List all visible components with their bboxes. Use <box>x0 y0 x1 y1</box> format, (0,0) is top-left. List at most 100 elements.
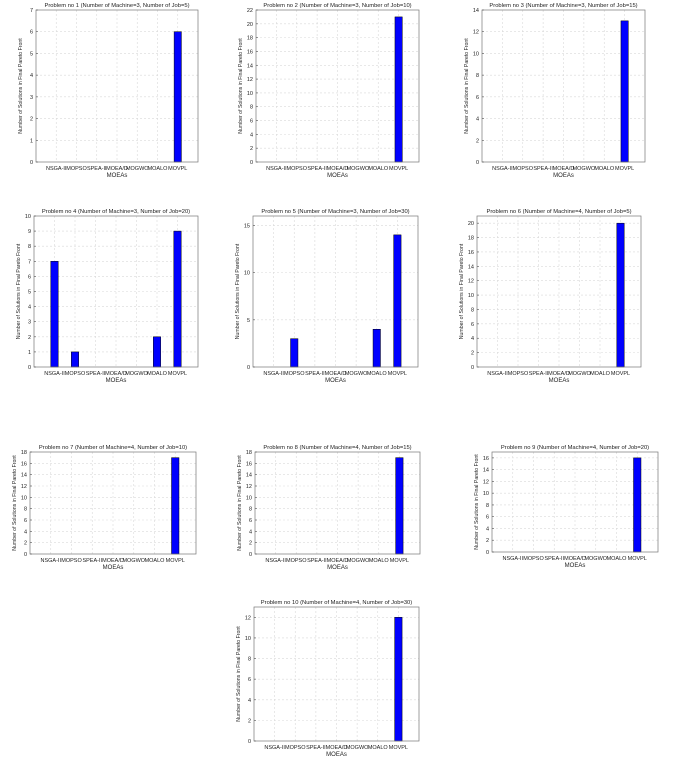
plot-frame <box>253 606 420 742</box>
plot-frame <box>35 9 199 163</box>
y-axis-label: Number of Solutions in Final Pareto Fron… <box>236 626 242 722</box>
y-tick-label: 4 <box>30 73 33 79</box>
x-tick-label: MOVPL <box>166 558 185 564</box>
x-tick-label: MOGWO <box>126 166 149 172</box>
y-tick-label: 2 <box>28 335 31 341</box>
y-tick-label: 14 <box>247 63 253 69</box>
y-tick-label: 12 <box>483 479 489 485</box>
y-tick-label: 14 <box>246 473 252 479</box>
y-tick-label: 6 <box>30 30 33 36</box>
x-tick-label: NSGA-II <box>46 166 67 172</box>
y-tick-label: 4 <box>250 132 253 138</box>
y-tick-label: 0 <box>471 365 474 371</box>
y-tick-label: 10 <box>483 491 489 497</box>
x-tick-label: SPEA-II <box>533 166 553 172</box>
y-tick-label: 0 <box>486 550 489 556</box>
y-tick-label: 4 <box>249 529 252 535</box>
y-tick-label: 12 <box>21 484 27 490</box>
bar-movpl <box>620 20 629 163</box>
y-tick-label: 1 <box>30 138 33 144</box>
y-tick-label: 2 <box>471 351 474 357</box>
y-tick-label: 8 <box>248 657 251 663</box>
y-tick-label: 0 <box>28 365 31 371</box>
x-tick-label: MOPSO <box>284 371 305 377</box>
x-tick-label: MOEA/D <box>106 166 128 172</box>
y-tick-label: 0 <box>24 552 27 558</box>
y-tick-label: 0 <box>476 160 479 166</box>
y-tick-label: 6 <box>471 322 474 328</box>
y-tick-label: 4 <box>248 698 251 704</box>
x-tick-label: MOALO <box>367 371 388 377</box>
y-tick-label: 6 <box>28 274 31 280</box>
y-tick-label: 0 <box>248 739 251 745</box>
x-tick-label: MOVPL <box>388 371 407 377</box>
y-tick-label: 6 <box>249 518 252 524</box>
y-tick-label: 10 <box>473 51 479 57</box>
x-tick-label: MOVPL <box>168 166 187 172</box>
chart-title: Problem no 2 (Number of Machine=3, Numbe… <box>263 3 411 9</box>
x-tick-label: MOPSO <box>65 371 86 377</box>
y-tick-label: 8 <box>471 307 474 313</box>
y-tick-label: 18 <box>468 236 474 242</box>
bar-movpl <box>171 457 180 555</box>
y-tick-label: 0 <box>250 160 253 166</box>
y-tick-label: 10 <box>246 495 252 501</box>
y-tick-label: 14 <box>473 8 479 14</box>
y-tick-label: 4 <box>24 529 27 535</box>
x-tick-label: SPEA-II <box>307 558 327 564</box>
y-tick-label: 10 <box>468 293 474 299</box>
bar-moalo <box>153 336 161 368</box>
x-axis-label: MOEAs <box>565 563 586 569</box>
y-tick-label: 4 <box>486 526 489 532</box>
x-tick-label: MOGWO <box>347 166 370 172</box>
x-tick-label: MOGWO <box>346 745 369 751</box>
y-tick-label: 5 <box>30 51 33 57</box>
y-tick-label: 5 <box>28 290 31 296</box>
y-axis-label: Number of Solutions in Final Pareto Fron… <box>238 38 244 134</box>
y-tick-label: 10 <box>245 636 251 642</box>
x-tick-label: NSGA-II <box>266 166 287 172</box>
x-axis-label: MOEAs <box>107 173 128 179</box>
x-tick-label: MOGWO <box>584 556 607 562</box>
chart-title: Problem no 3 (Number of Machine=3, Numbe… <box>489 3 637 9</box>
y-axis-label: Number of Solutions in Final Pareto Fron… <box>237 455 243 551</box>
x-axis-label: MOEAs <box>106 378 127 384</box>
y-tick-label: 2 <box>30 117 33 123</box>
y-tick-label: 12 <box>246 484 252 490</box>
x-tick-label: MOVPL <box>615 166 634 172</box>
y-tick-label: 0 <box>30 160 33 166</box>
y-tick-label: 16 <box>246 461 252 467</box>
y-axis-label: Number of Solutions in Final Pareto Fron… <box>464 38 470 134</box>
y-tick-label: 14 <box>483 468 489 474</box>
y-tick-label: 6 <box>24 518 27 524</box>
y-tick-label: 9 <box>28 229 31 235</box>
x-tick-label: MOGWO <box>345 371 368 377</box>
x-tick-label: NSGA-II <box>263 371 284 377</box>
x-tick-label: MOEA/D <box>325 371 347 377</box>
x-tick-label: MOALO <box>148 166 169 172</box>
y-tick-label: 2 <box>24 541 27 547</box>
y-axis-label: Number of Solutions in Final Pareto Fron… <box>459 243 465 339</box>
y-tick-label: 8 <box>476 73 479 79</box>
x-tick-label: MOVPL <box>168 371 187 377</box>
plot-area <box>30 452 196 554</box>
y-tick-label: 6 <box>486 515 489 521</box>
chart-title: Problem no 10 (Number of Machine=4, Numb… <box>261 600 413 606</box>
x-tick-label: MOEA/D <box>548 371 570 377</box>
y-tick-label: 16 <box>21 461 27 467</box>
chart-title: Problem no 6 (Number of Machine=4, Numbe… <box>487 209 632 215</box>
y-axis-label: Number of Solutions in Final Pareto Fron… <box>18 38 24 134</box>
y-tick-label: 8 <box>486 503 489 509</box>
y-tick-label: 18 <box>247 36 253 42</box>
y-tick-label: 8 <box>24 507 27 513</box>
y-tick-label: 3 <box>30 95 33 101</box>
x-tick-label: SPEA-II <box>307 166 327 172</box>
x-tick-label: MOALO <box>368 166 389 172</box>
x-axis-label: MOEAs <box>325 378 346 384</box>
chart-title: Problem no 4 (Number of Machine=3, Numbe… <box>42 209 190 215</box>
x-tick-label: MOEA/D <box>564 556 586 562</box>
x-axis-label: MOEAs <box>327 173 348 179</box>
